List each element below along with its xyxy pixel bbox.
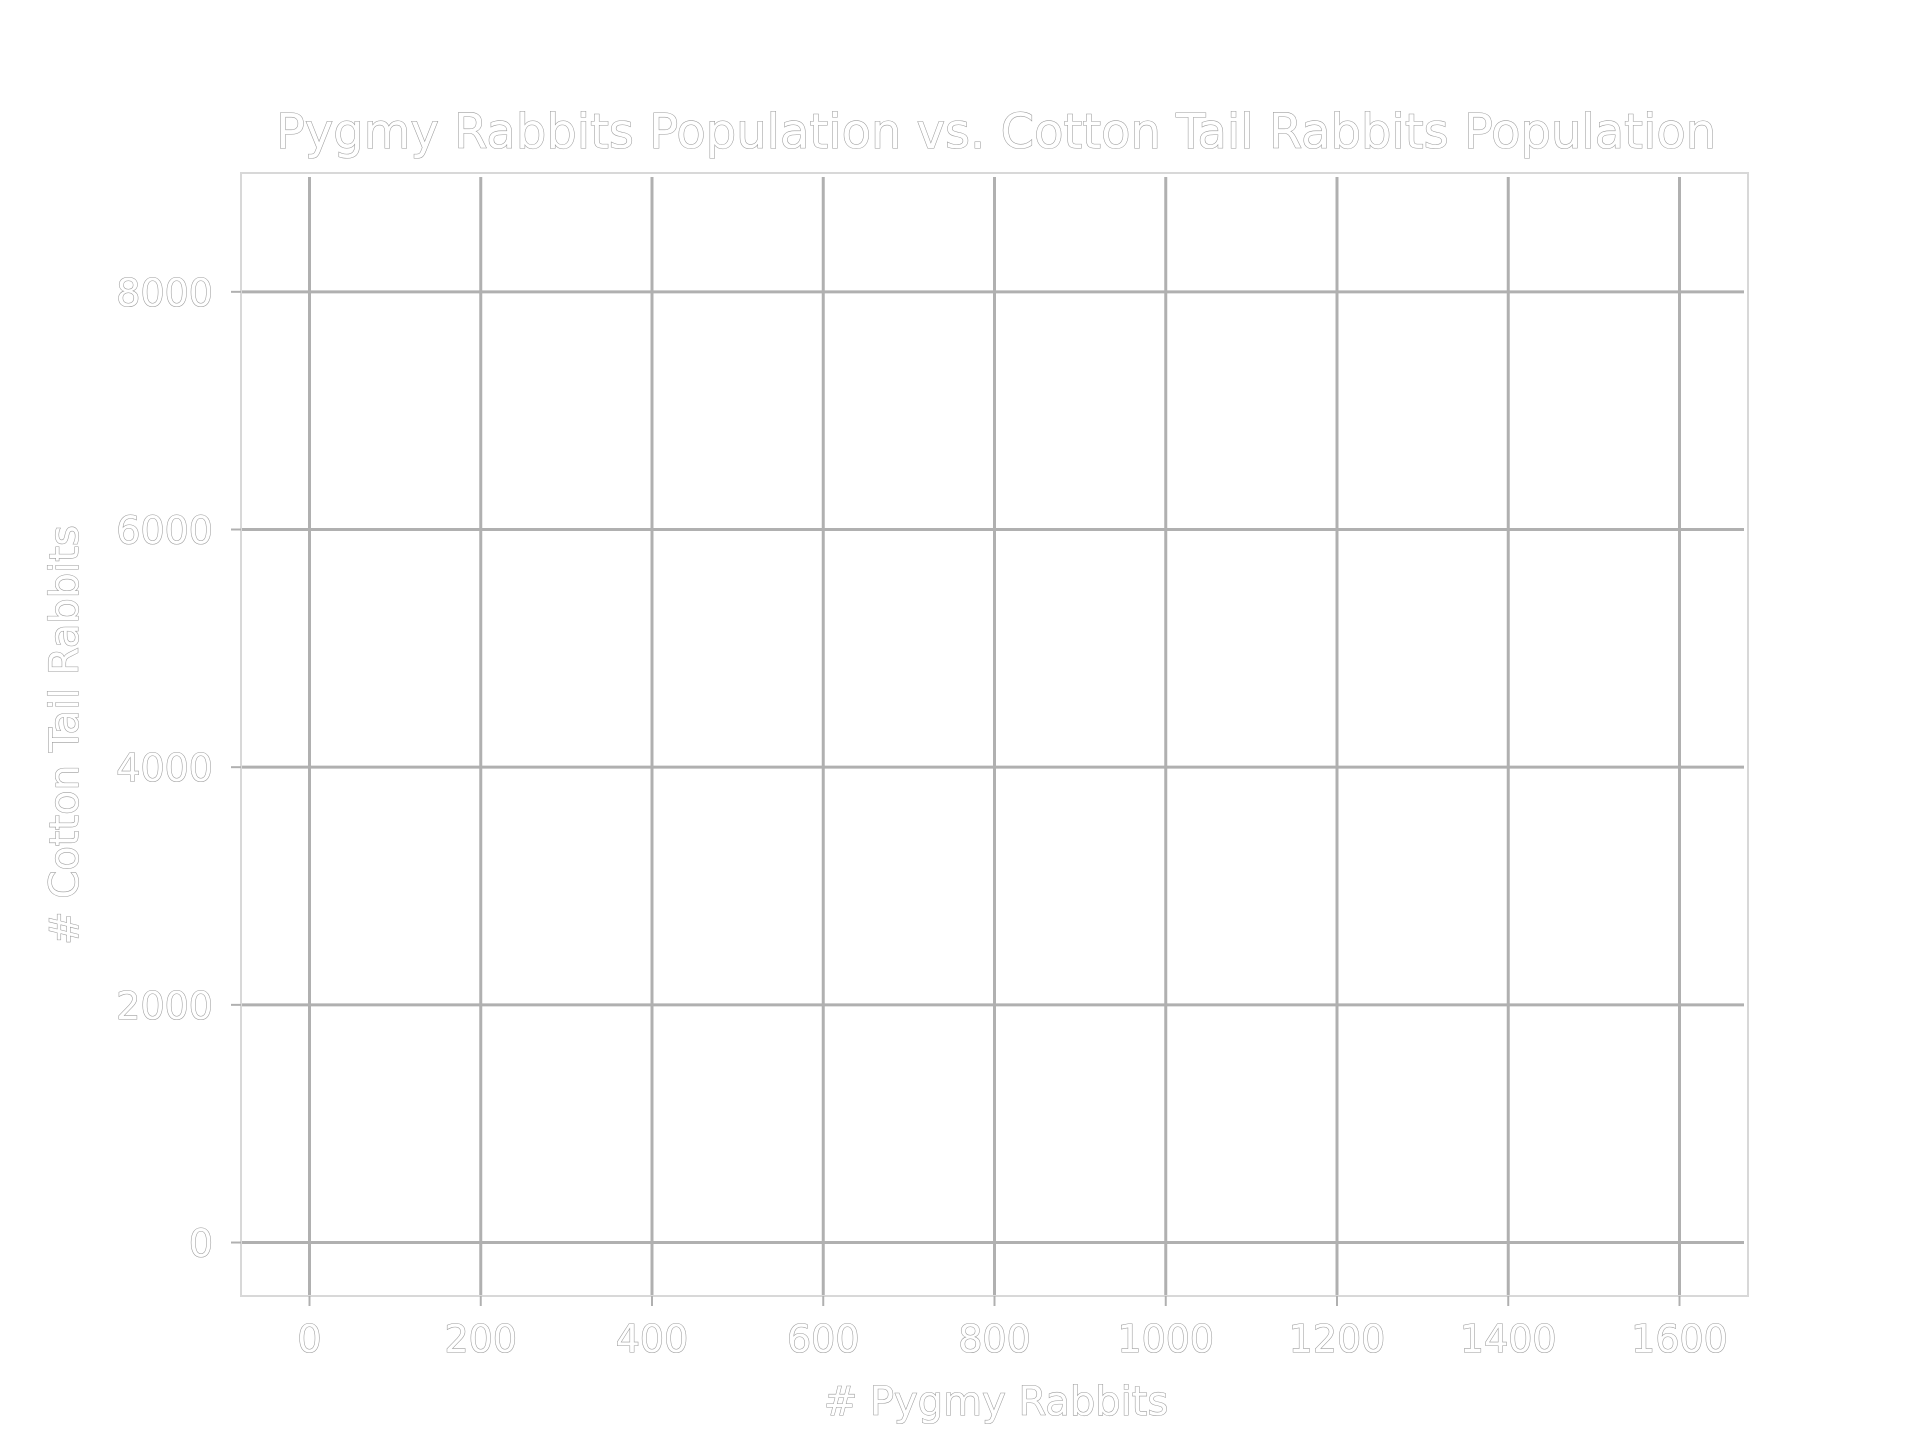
x-tick-label: 200 bbox=[444, 1317, 517, 1361]
x-tick-label: 1200 bbox=[1289, 1317, 1386, 1361]
x-tick-label: 800 bbox=[958, 1317, 1031, 1361]
y-tick-label: 2000 bbox=[116, 984, 213, 1028]
y-tick-label: 0 bbox=[189, 1222, 213, 1266]
y-tick-label: 8000 bbox=[116, 271, 213, 315]
x-tick-label: 1400 bbox=[1460, 1317, 1557, 1361]
y-tick-label: 6000 bbox=[116, 509, 213, 553]
x-tick-label: 1000 bbox=[1117, 1317, 1214, 1361]
x-tick-label: 1600 bbox=[1631, 1317, 1728, 1361]
x-axis-label: # Pygmy Rabbits bbox=[824, 1379, 1169, 1425]
chart-title: Pygmy Rabbits Population vs. Cotton Tail… bbox=[276, 104, 1716, 160]
x-tick-label: 0 bbox=[297, 1317, 321, 1361]
y-tick-label: 4000 bbox=[116, 746, 213, 790]
axis-ticks: 0 200 400 600 800 1000 1200 1400 1600 0 2000 4000 60… bbox=[116, 270, 1729, 1361]
x-tick-label: 400 bbox=[616, 1317, 689, 1361]
x-tick-label: 600 bbox=[787, 1317, 860, 1361]
y-axis-label: # Cotton Tail Rabbits bbox=[42, 525, 88, 945]
grid-lines bbox=[241, 177, 1744, 1296]
